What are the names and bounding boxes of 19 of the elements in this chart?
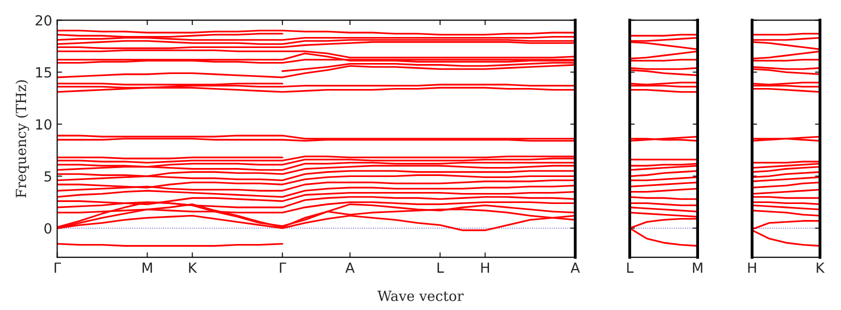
y-axis-title: Frequency (THz) (15, 80, 30, 198)
x-tick-label: M (692, 262, 702, 273)
y-tick-label: 20 (36, 15, 52, 26)
x-tick-label: L (438, 262, 444, 273)
x-tick-label: K (816, 262, 825, 273)
x-tick-label: H (748, 262, 756, 273)
x-tick-label: Γ (54, 262, 61, 273)
x-tick-label: Γ (280, 262, 286, 273)
x-tick-label: M (142, 262, 152, 273)
x-tick-label: A (570, 262, 580, 273)
x-axis-title: Wave vector (377, 290, 464, 302)
x-tick-label: H (481, 262, 489, 273)
x-tick-label: L (627, 262, 634, 273)
y-tick-label: 15 (36, 67, 52, 78)
x-tick-label: K (189, 262, 198, 273)
y-tick-label: 0 (44, 223, 52, 234)
y-tick-label: 5 (44, 171, 52, 182)
y-tick-label: 10 (36, 119, 52, 130)
x-tick-label: A (345, 262, 355, 273)
